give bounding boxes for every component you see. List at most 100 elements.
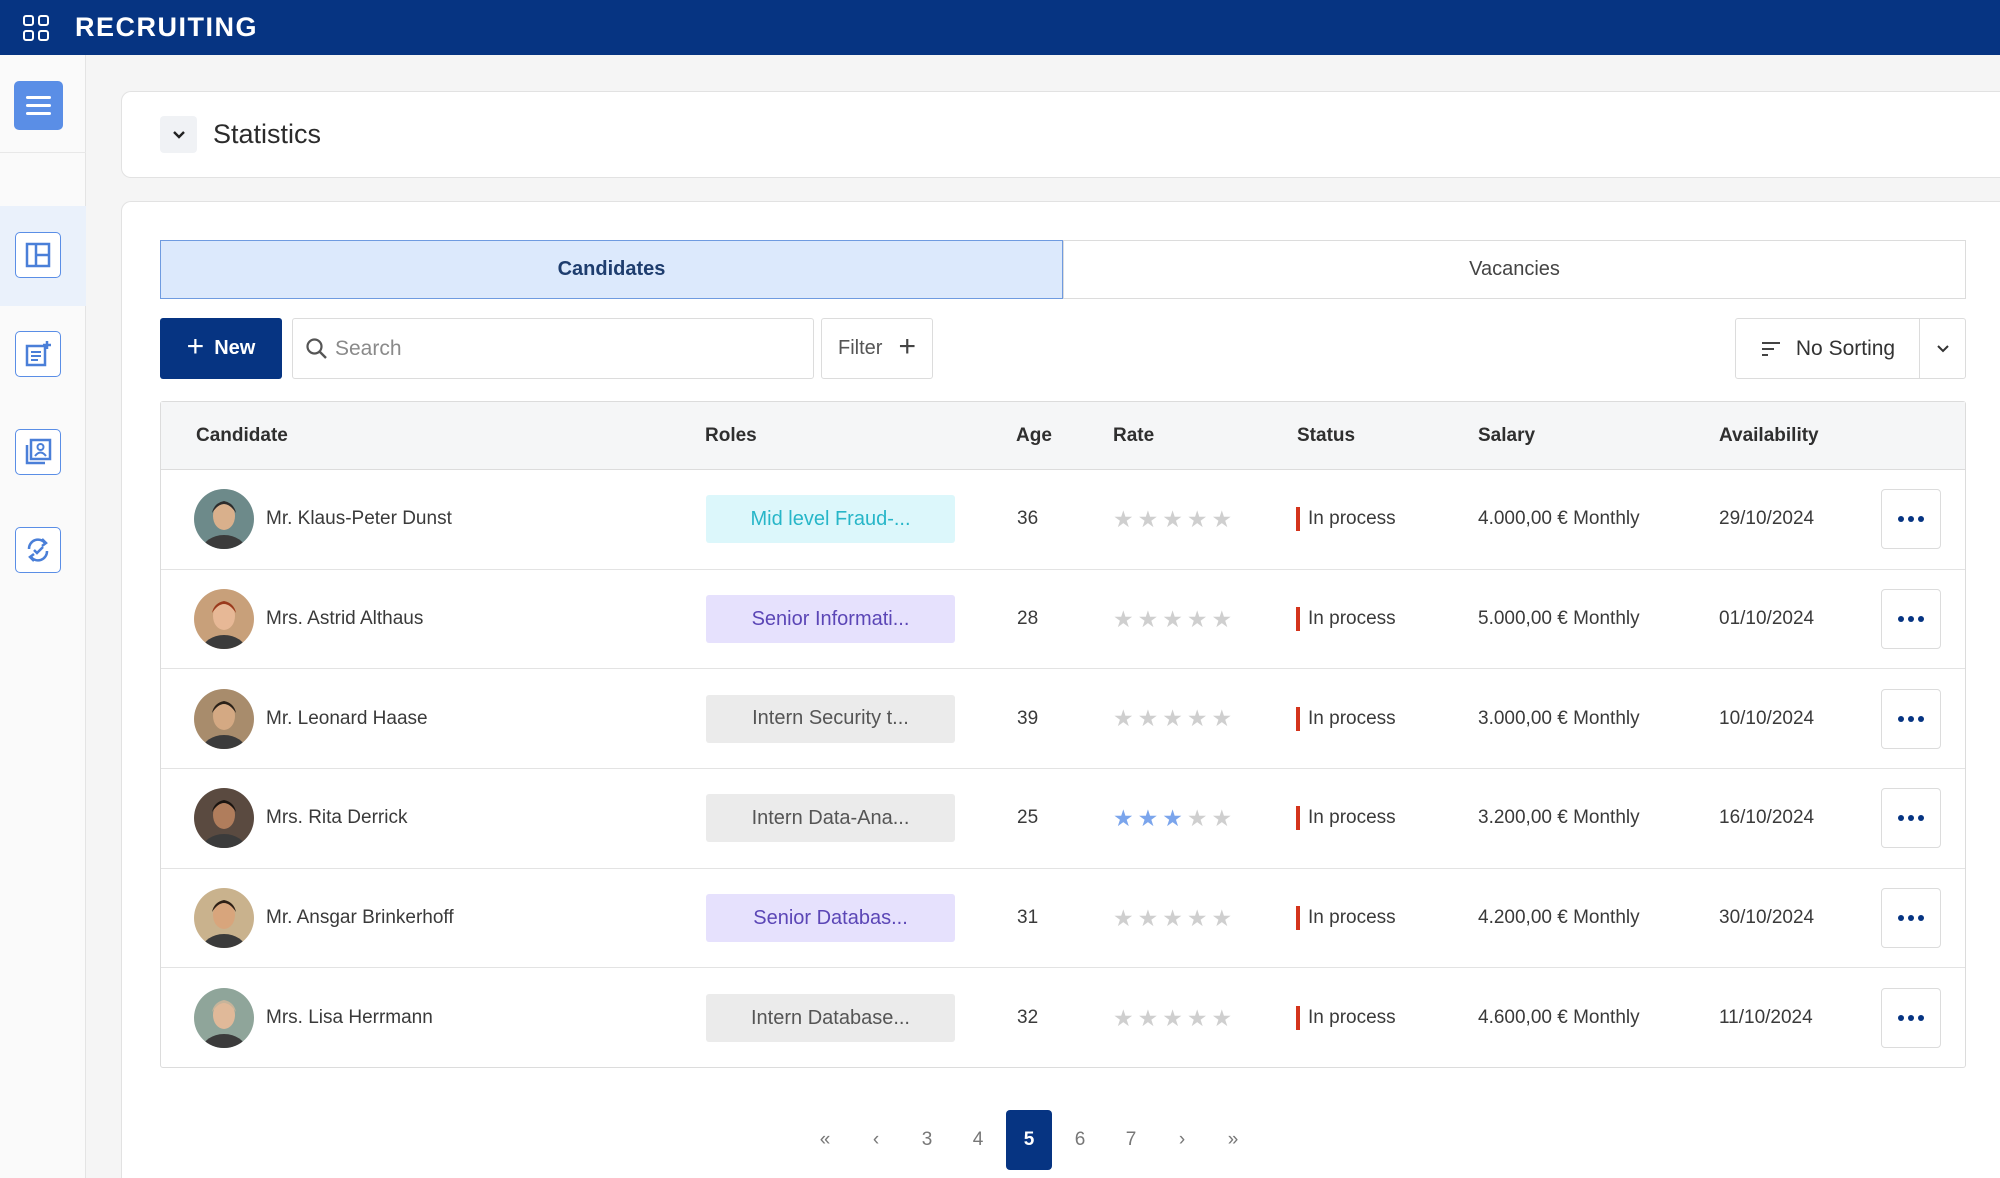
star-rating[interactable]: ★ ★ ★ ★ ★ [1113, 707, 1232, 730]
page-button[interactable]: 7 [1125, 1129, 1137, 1150]
last-page-button[interactable]: » [1227, 1129, 1239, 1150]
candidate-name[interactable]: Mr. Klaus-Peter Dunst [266, 508, 452, 530]
rating-star-icon[interactable]: ★ [1162, 705, 1183, 732]
table-row[interactable]: Mrs. Astrid Althaus Senior Informati... … [161, 570, 1965, 670]
sorting-dropdown: No Sorting [1735, 318, 1966, 379]
candidate-name[interactable]: Mrs. Lisa Herrmann [266, 1007, 433, 1029]
more-actions-button[interactable] [1881, 888, 1941, 949]
rating-star-icon[interactable]: ★ [1211, 505, 1233, 532]
star-rating[interactable]: ★ ★ ★ ★ ★ [1113, 1004, 1233, 1031]
rating-star-icon[interactable]: ★ [1113, 1004, 1134, 1031]
rating-star-icon[interactable]: ★ [1186, 904, 1208, 931]
first-page-button[interactable]: « [819, 1129, 831, 1150]
rating-star-icon[interactable]: ★ [1137, 904, 1159, 931]
rating-star-icon[interactable]: ★ [1113, 605, 1134, 632]
star-rating[interactable]: ★ ★ ★ ★ ★ [1113, 605, 1233, 632]
star-rating[interactable]: ★ ★ ★ ★ ★ [1113, 804, 1233, 831]
rating-star-icon[interactable]: ★ [1186, 804, 1208, 831]
role-badge[interactable]: Senior Informati... [706, 595, 955, 644]
rating-star-icon[interactable]: ★ [1211, 804, 1233, 831]
candidate-name[interactable]: Mrs. Rita Derrick [266, 807, 408, 829]
status-cell: In process [1296, 769, 1396, 868]
more-actions-button[interactable] [1881, 688, 1941, 749]
rating-star-icon[interactable]: ★ [1113, 804, 1134, 831]
sidebar-item-sync[interactable] [15, 527, 61, 573]
table-row[interactable]: Mrs. Rita Derrick Intern Data-Ana... 25 … [161, 769, 1965, 869]
column-header-roles[interactable]: Roles [705, 425, 757, 446]
rating-star-icon[interactable]: ★ [1137, 505, 1159, 532]
more-actions-button[interactable] [1881, 489, 1941, 550]
rating-star-icon[interactable]: ★ [1162, 505, 1183, 532]
candidate-cell: Mr. Ansgar Brinkerhoff [194, 869, 454, 968]
column-header-availability[interactable]: Availability [1719, 425, 1819, 446]
rating-star-icon[interactable]: ★ [1162, 605, 1183, 632]
column-header-age[interactable]: Age [1016, 425, 1052, 446]
salary-value: 4.600,00 € Monthly [1478, 1007, 1640, 1029]
tab-vacancies[interactable]: Vacancies [1063, 240, 1966, 299]
candidate-name[interactable]: Mr. Leonard Haase [266, 707, 428, 729]
candidate-name[interactable]: Mr. Ansgar Brinkerhoff [266, 907, 454, 929]
rating-star-icon[interactable]: ★ [1162, 804, 1183, 831]
rating-star-icon[interactable]: ★ [1137, 804, 1159, 831]
rating-star-icon[interactable]: ★ [1137, 705, 1159, 732]
hamburger-menu-button[interactable] [14, 81, 63, 130]
role-badge[interactable]: Senior Databas... [706, 894, 955, 943]
rating-star-icon[interactable]: ★ [1113, 904, 1134, 931]
rating-star-icon[interactable]: ★ [1162, 1004, 1183, 1031]
rate-cell: ★ ★ ★ ★ ★ [1113, 869, 1232, 968]
table-row[interactable]: Mr. Ansgar Brinkerhoff Senior Databas...… [161, 869, 1965, 969]
column-header-rate[interactable]: Rate [1113, 425, 1155, 446]
rating-star-icon[interactable]: ★ [1113, 505, 1134, 532]
more-actions-button[interactable] [1881, 589, 1941, 650]
sorting-button[interactable]: No Sorting [1736, 319, 1920, 378]
rating-star-icon[interactable]: ★ [1186, 1004, 1208, 1031]
rating-star-icon[interactable]: ★ [1211, 1004, 1233, 1031]
status-cell: In process [1296, 869, 1396, 968]
rating-star-icon[interactable]: ★ [1186, 605, 1208, 632]
more-actions-button[interactable] [1881, 788, 1941, 849]
search-input[interactable] [335, 336, 805, 361]
next-page-button[interactable]: › [1178, 1129, 1186, 1150]
table-row[interactable]: Mr. Klaus-Peter Dunst Mid level Fraud-..… [161, 470, 1965, 570]
column-header-salary[interactable]: Salary [1478, 425, 1536, 446]
page-button[interactable]: 5 [1006, 1110, 1052, 1170]
more-actions-button[interactable] [1881, 988, 1941, 1049]
status-text: In process [1308, 1007, 1396, 1029]
statistics-toggle-button[interactable] [160, 116, 197, 153]
page-button[interactable]: 3 [921, 1129, 933, 1150]
person-avatar-icon [194, 888, 254, 949]
rating-star-icon[interactable]: ★ [1162, 904, 1183, 931]
candidate-name[interactable]: Mrs. Astrid Althaus [266, 608, 424, 630]
star-rating[interactable]: ★ ★ ★ ★ ★ [1113, 904, 1233, 931]
table-row[interactable]: Mr. Leonard Haase Intern Security t... 3… [161, 669, 1965, 770]
role-badge[interactable]: Intern Database... [706, 994, 955, 1043]
rating-star-icon[interactable]: ★ [1211, 904, 1233, 931]
previous-page-button[interactable]: ‹ [872, 1129, 880, 1150]
filter-button[interactable]: Filter + [821, 318, 933, 379]
page-button[interactable]: 6 [1074, 1129, 1086, 1150]
salary-value: 3.200,00 € Monthly [1478, 807, 1640, 829]
star-rating[interactable]: ★ ★ ★ ★ ★ [1113, 505, 1233, 532]
sidebar-item-new-document[interactable] [15, 331, 61, 377]
sidebar-item-dashboard[interactable] [15, 232, 61, 278]
rating-star-icon[interactable]: ★ [1211, 705, 1233, 732]
new-button[interactable]: + New [160, 318, 282, 379]
column-header-status[interactable]: Status [1297, 425, 1356, 446]
sidebar-item-candidates[interactable] [15, 429, 61, 475]
role-badge[interactable]: Mid level Fraud-... [706, 495, 955, 544]
role-badge[interactable]: Intern Security t... [706, 694, 955, 743]
tab-candidates[interactable]: Candidates [160, 240, 1063, 299]
rating-star-icon[interactable]: ★ [1113, 705, 1134, 732]
rating-star-icon[interactable]: ★ [1186, 705, 1208, 732]
role-badge[interactable]: Intern Data-Ana... [706, 794, 955, 843]
sorting-caret-button[interactable] [1920, 341, 1965, 357]
rating-star-icon[interactable]: ★ [1137, 1004, 1159, 1031]
rating-star-icon[interactable]: ★ [1186, 505, 1208, 532]
rating-star-icon[interactable]: ★ [1211, 605, 1233, 632]
rating-star-icon[interactable]: ★ [1137, 605, 1159, 632]
page-button[interactable]: 4 [972, 1129, 984, 1150]
apps-grid-icon[interactable] [23, 14, 49, 41]
table-row[interactable]: Mrs. Lisa Herrmann Intern Database... 32… [161, 968, 1965, 1068]
actions-cell [1881, 769, 1941, 868]
column-header-candidate[interactable]: Candidate [196, 425, 288, 446]
